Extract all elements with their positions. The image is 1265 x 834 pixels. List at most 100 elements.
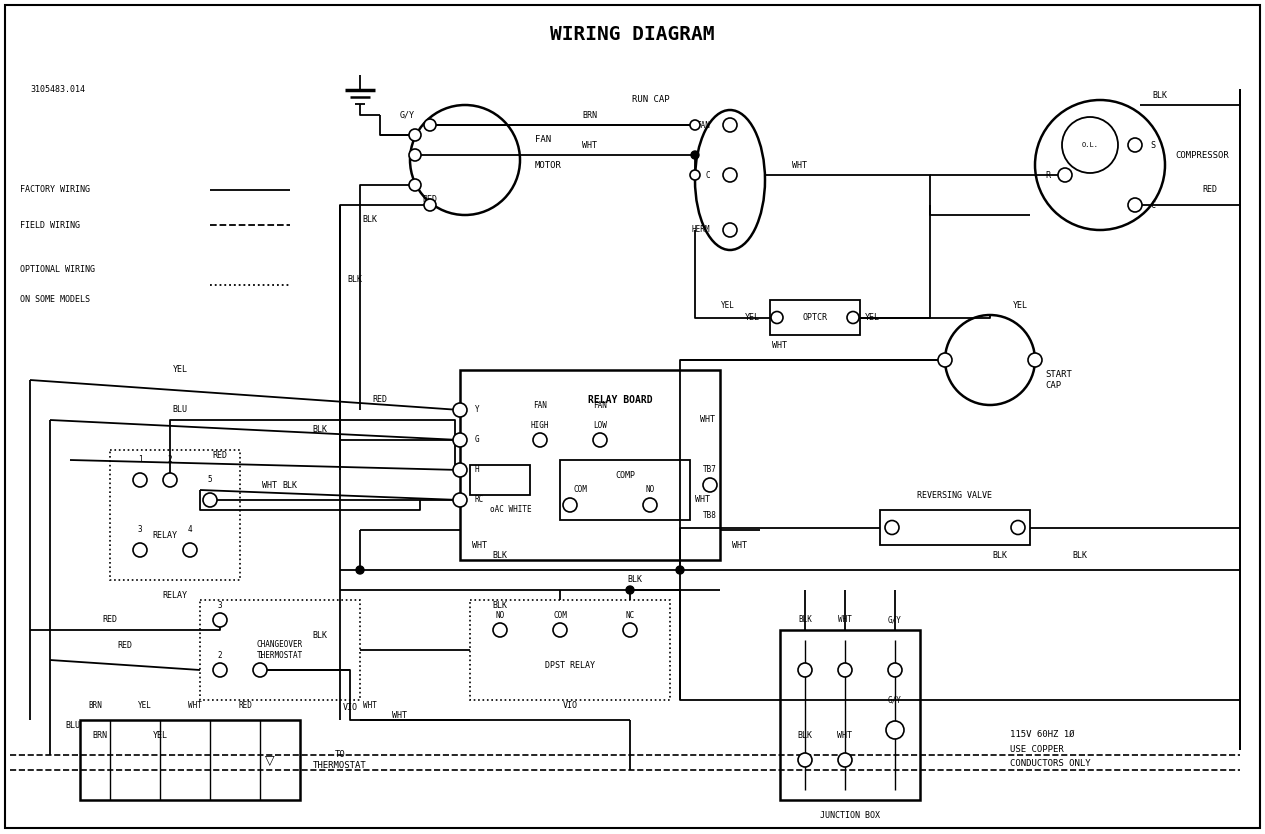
Text: RED: RED — [213, 450, 228, 460]
Text: ▽: ▽ — [266, 753, 275, 766]
Text: 1: 1 — [258, 651, 262, 660]
Text: RED: RED — [423, 195, 438, 204]
Circle shape — [213, 613, 226, 627]
Bar — [471, 465, 530, 495]
Text: 4: 4 — [187, 525, 192, 535]
Text: RED: RED — [238, 701, 252, 710]
Text: S: S — [1150, 140, 1155, 149]
Circle shape — [553, 623, 567, 637]
Text: LOW: LOW — [593, 420, 607, 430]
Text: G/Y: G/Y — [400, 110, 415, 119]
Text: 3: 3 — [218, 600, 223, 610]
Text: NO: NO — [645, 485, 654, 495]
Circle shape — [622, 623, 638, 637]
Text: BLK: BLK — [348, 275, 363, 284]
Text: TB8: TB8 — [703, 510, 717, 520]
Text: NO: NO — [496, 610, 505, 620]
Circle shape — [724, 118, 737, 132]
Circle shape — [643, 498, 657, 512]
Text: YEL: YEL — [865, 313, 880, 322]
Circle shape — [409, 129, 421, 141]
Circle shape — [163, 473, 177, 487]
Circle shape — [1011, 520, 1025, 535]
Text: HERM: HERM — [692, 225, 710, 234]
Text: BLK: BLK — [492, 550, 507, 560]
Circle shape — [453, 463, 467, 477]
Circle shape — [689, 120, 700, 130]
Circle shape — [213, 663, 226, 677]
Text: BLK: BLK — [282, 480, 297, 490]
Text: WHT: WHT — [700, 415, 715, 425]
Text: G/Y: G/Y — [888, 731, 902, 740]
Text: COM: COM — [553, 610, 567, 620]
Text: WHT: WHT — [773, 340, 788, 349]
Circle shape — [453, 493, 467, 507]
Circle shape — [202, 493, 218, 507]
Text: YEL: YEL — [721, 300, 735, 309]
Circle shape — [409, 179, 421, 191]
Circle shape — [939, 353, 953, 367]
Circle shape — [133, 473, 147, 487]
Text: YEL: YEL — [153, 731, 167, 740]
Text: YEL: YEL — [745, 313, 760, 322]
Text: YEL: YEL — [172, 365, 187, 374]
Text: BRN: BRN — [582, 110, 597, 119]
Bar — [471, 600, 670, 700]
Bar — [110, 450, 240, 580]
Text: oAC WHITE: oAC WHITE — [490, 505, 531, 515]
Bar — [560, 460, 689, 520]
Circle shape — [1128, 138, 1142, 152]
Text: WHT: WHT — [392, 711, 407, 720]
Text: RUN CAP: RUN CAP — [632, 96, 670, 104]
Circle shape — [626, 586, 634, 594]
Text: COMP: COMP — [615, 470, 635, 480]
Text: WHT: WHT — [732, 540, 748, 550]
Text: YEL: YEL — [1012, 300, 1027, 309]
Text: FAN: FAN — [696, 120, 710, 129]
Text: BLK: BLK — [363, 215, 377, 224]
Text: Y: Y — [474, 405, 479, 414]
Circle shape — [133, 543, 147, 557]
Bar — [770, 300, 860, 335]
Text: BLK: BLK — [492, 600, 507, 610]
Bar — [460, 370, 720, 560]
Circle shape — [493, 623, 507, 637]
Text: VIO: VIO — [343, 704, 358, 712]
Text: FIELD WIRING: FIELD WIRING — [20, 220, 80, 229]
Text: RED: RED — [372, 395, 387, 404]
Text: R: R — [1045, 170, 1050, 179]
Text: G/Y: G/Y — [888, 696, 902, 705]
Text: 3105483.014: 3105483.014 — [30, 86, 85, 94]
Text: TO
THERMOSTAT: TO THERMOSTAT — [314, 751, 367, 770]
Circle shape — [724, 223, 737, 237]
Bar — [880, 510, 1030, 545]
Text: YEL: YEL — [138, 701, 152, 710]
Circle shape — [837, 753, 853, 767]
Text: HIGH: HIGH — [531, 420, 549, 430]
Text: RED: RED — [118, 641, 133, 650]
Text: COM: COM — [573, 485, 587, 495]
Text: WHT: WHT — [582, 140, 597, 149]
Circle shape — [183, 543, 197, 557]
Text: 2: 2 — [168, 455, 172, 465]
Circle shape — [355, 566, 364, 574]
Text: RELAY BOARD: RELAY BOARD — [588, 395, 653, 405]
Text: WHT: WHT — [792, 160, 807, 169]
Text: COMPRESSOR: COMPRESSOR — [1175, 150, 1228, 159]
Text: BLK: BLK — [797, 731, 812, 740]
Text: WIRING DIAGRAM: WIRING DIAGRAM — [550, 26, 715, 44]
Circle shape — [689, 170, 700, 180]
Circle shape — [798, 663, 812, 677]
Circle shape — [533, 433, 546, 447]
Text: WHT: WHT — [473, 540, 487, 550]
Bar — [200, 600, 361, 700]
Circle shape — [703, 478, 717, 492]
Text: BLK: BLK — [1073, 550, 1088, 560]
Text: ON SOME MODELS: ON SOME MODELS — [20, 295, 90, 304]
Text: BLK: BLK — [798, 615, 812, 625]
Text: CHANGEOVER
THERMOSTAT: CHANGEOVER THERMOSTAT — [257, 641, 304, 660]
Text: DPST RELAY: DPST RELAY — [545, 661, 595, 670]
Text: FAN: FAN — [593, 400, 607, 409]
Circle shape — [886, 520, 899, 535]
Circle shape — [453, 403, 467, 417]
